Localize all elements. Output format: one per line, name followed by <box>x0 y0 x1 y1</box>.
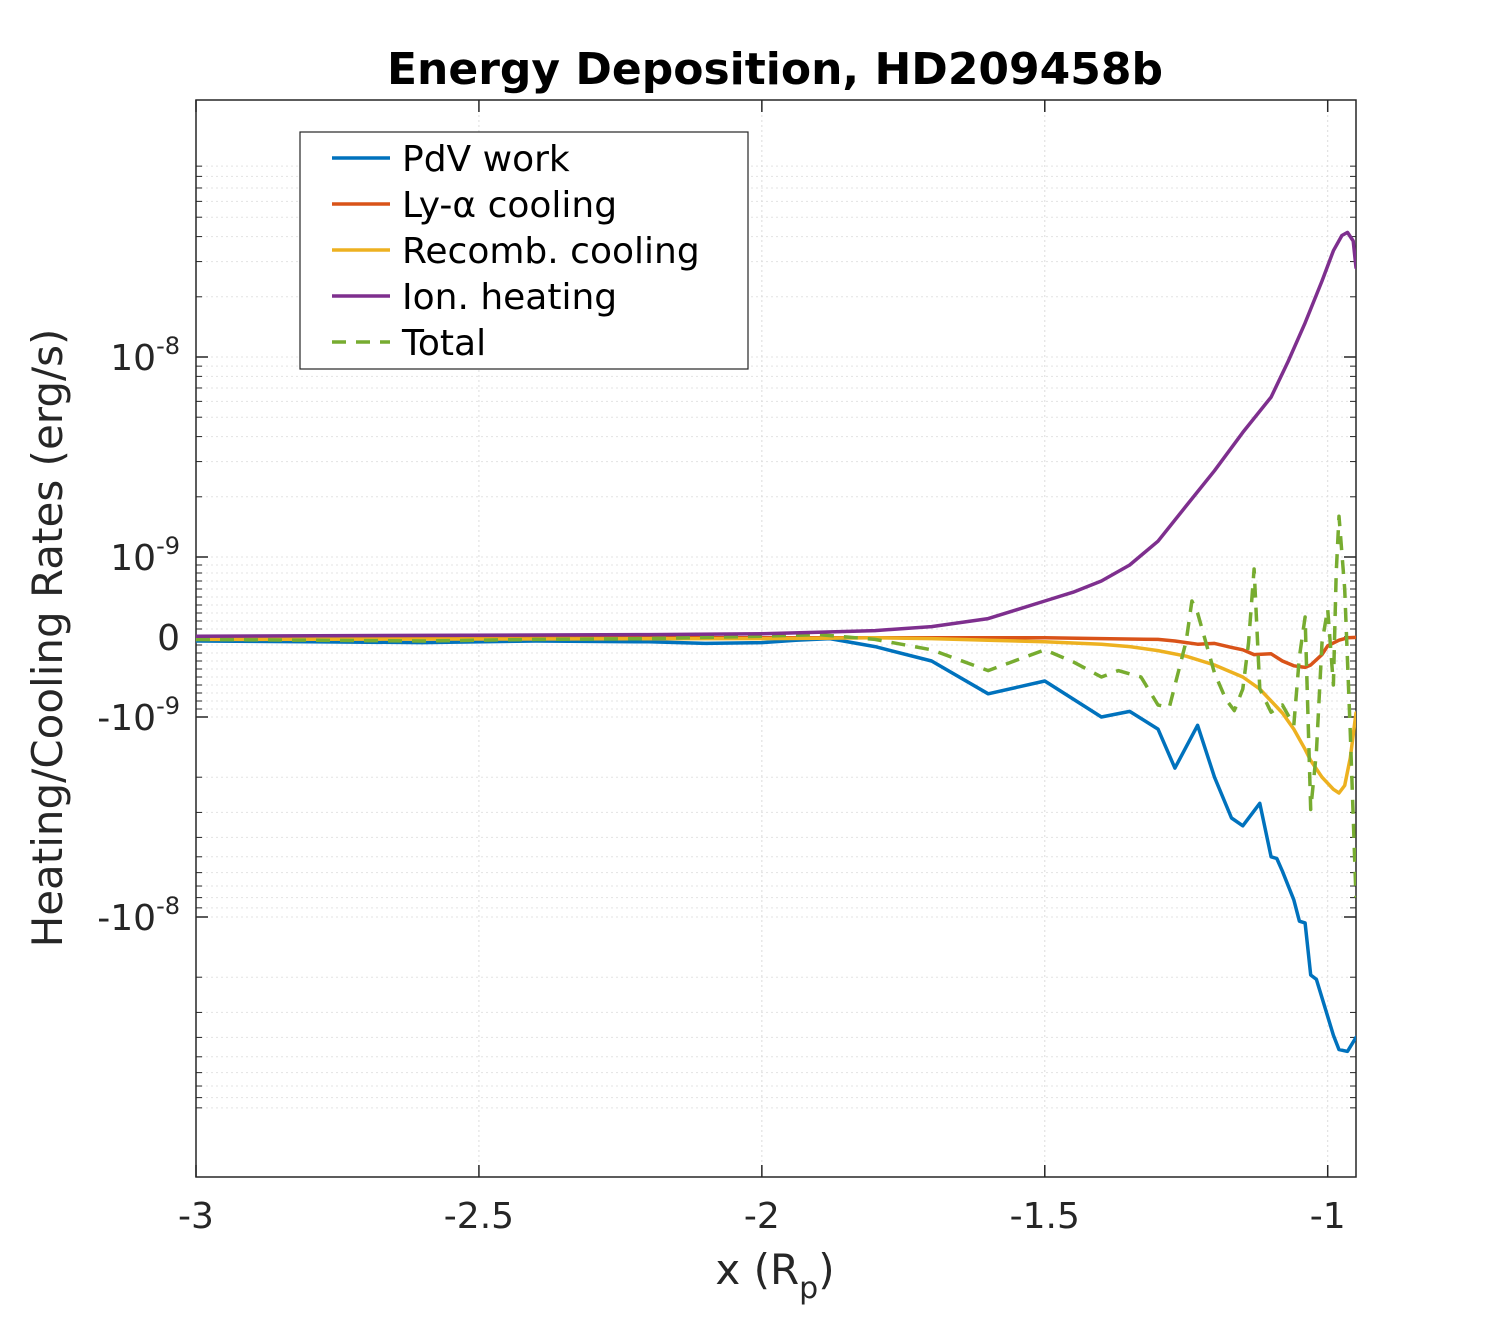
x-tick-label: -2 <box>744 1196 780 1237</box>
x-tick-label: -2.5 <box>444 1196 514 1237</box>
legend-label: Ly-α cooling <box>402 185 617 226</box>
series-line-pdv-work <box>196 636 1356 1054</box>
y-tick-exponent: -8 <box>156 892 180 920</box>
x-tick-labels: -3 -2.5 -2 -1.5 -1 <box>178 1196 1346 1237</box>
legend-label: PdV work <box>402 139 570 180</box>
y-tick-exponent: -9 <box>156 692 180 720</box>
legend: PdV work Ly-α cooling Recomb. cooling Ion. … <box>299 131 749 370</box>
grid-lines <box>195 100 1356 1177</box>
series-lines <box>196 230 1356 1054</box>
legend-label: Ion. heating <box>402 277 617 318</box>
legend-label: Total <box>401 323 486 364</box>
series-line-ion-heating <box>196 230 1356 638</box>
x-axis-label-main: x (R <box>715 1245 799 1294</box>
x-axis-label: x (Rp) <box>715 1245 834 1306</box>
chart-title: Energy Deposition, HD209458b <box>387 44 1163 95</box>
y-axis-label: Heating/Cooling Rates (erg/s) <box>23 329 72 948</box>
y-tick-label: -10-8 <box>97 892 180 939</box>
series-line-total <box>196 514 1356 898</box>
legend-label: Recomb. cooling <box>402 231 700 272</box>
y-tick-base: -10 <box>97 698 156 739</box>
y-tick-label: 10-8 <box>110 332 180 379</box>
legend-items: PdV work Ly-α cooling Recomb. cooling Ion. … <box>332 139 700 364</box>
y-tick-exponent: -8 <box>156 332 180 360</box>
y-tick-labels: 10-810-90-10-9-10-8 <box>97 332 180 939</box>
x-tick-label: -1.5 <box>1010 1196 1080 1237</box>
y-tick-label: 10-9 <box>110 532 180 579</box>
y-tick-label: -10-9 <box>97 692 180 739</box>
y-tick-base: 10 <box>110 538 156 579</box>
y-tick-base: 0 <box>157 618 180 659</box>
series-line-recomb-cooling <box>196 636 1356 795</box>
x-tick-label: -3 <box>178 1196 214 1237</box>
y-tick-base: 10 <box>110 338 156 379</box>
x-axis-label-sub: p <box>799 1271 818 1306</box>
y-tick-exponent: -9 <box>156 532 180 560</box>
axis-ticks <box>195 100 1356 1177</box>
x-axis-label-close: ) <box>818 1245 834 1294</box>
y-tick-label: 0 <box>157 618 180 659</box>
x-tick-label: -1 <box>1310 1196 1346 1237</box>
y-tick-base: -10 <box>97 898 156 939</box>
